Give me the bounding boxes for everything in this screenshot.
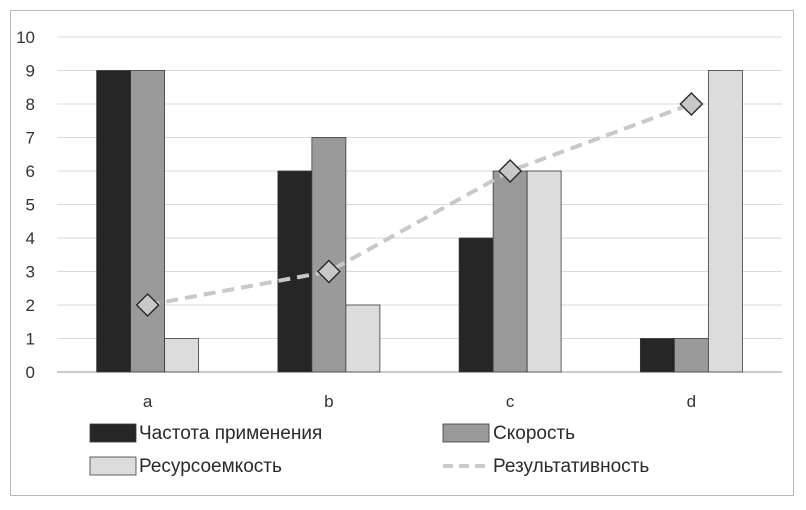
bar xyxy=(345,304,381,373)
bar xyxy=(277,170,313,373)
bar xyxy=(96,70,132,373)
bar xyxy=(130,70,166,373)
y-tick-label: 6 xyxy=(26,162,35,181)
legend: Частота применения Скорость Ресурсоемкость… xyxy=(89,423,649,477)
legend-swatch xyxy=(89,456,137,476)
y-tick-label: 3 xyxy=(26,263,35,282)
y-tick-label: 8 xyxy=(26,95,35,114)
y-tick-label: 9 xyxy=(26,62,35,81)
legend-label: Частота применения xyxy=(139,423,322,444)
x-tick-label: d xyxy=(687,392,696,411)
x-tick-label: a xyxy=(143,392,153,411)
bar xyxy=(492,170,528,373)
bar xyxy=(673,338,709,373)
legend-swatch xyxy=(89,423,137,443)
legend-label: Результативность xyxy=(493,456,649,477)
legend-label: Скорость xyxy=(493,423,575,444)
y-tick-label: 7 xyxy=(26,129,35,148)
y-tick-label: 1 xyxy=(26,330,35,349)
line-marker xyxy=(316,259,341,284)
legend-swatch xyxy=(442,423,490,443)
y-tick-label: 2 xyxy=(26,296,35,315)
x-tick-label: b xyxy=(324,392,333,411)
bar xyxy=(526,170,562,373)
line-series xyxy=(135,92,704,317)
x-tick-label: c xyxy=(506,392,515,411)
x-axis-tick-labels: a b c d xyxy=(143,392,696,411)
line-marker xyxy=(679,92,704,116)
bar xyxy=(164,338,200,373)
legend-label: Ресурсоемкость xyxy=(139,456,282,477)
bar xyxy=(311,137,347,373)
bars xyxy=(96,70,743,373)
y-tick-label: 0 xyxy=(26,363,35,382)
bar xyxy=(707,70,743,373)
y-tick-label: 4 xyxy=(26,229,35,248)
line-marker xyxy=(135,293,160,317)
y-tick-label: 10 xyxy=(16,28,35,47)
bar xyxy=(458,237,494,373)
line-marker xyxy=(498,159,523,183)
gridlines xyxy=(57,36,782,373)
line-path xyxy=(147,102,693,307)
bar xyxy=(639,338,675,373)
y-axis-tick-labels: 0 1 2 3 4 5 6 7 8 9 10 xyxy=(16,28,35,382)
y-tick-label: 5 xyxy=(26,196,35,215)
